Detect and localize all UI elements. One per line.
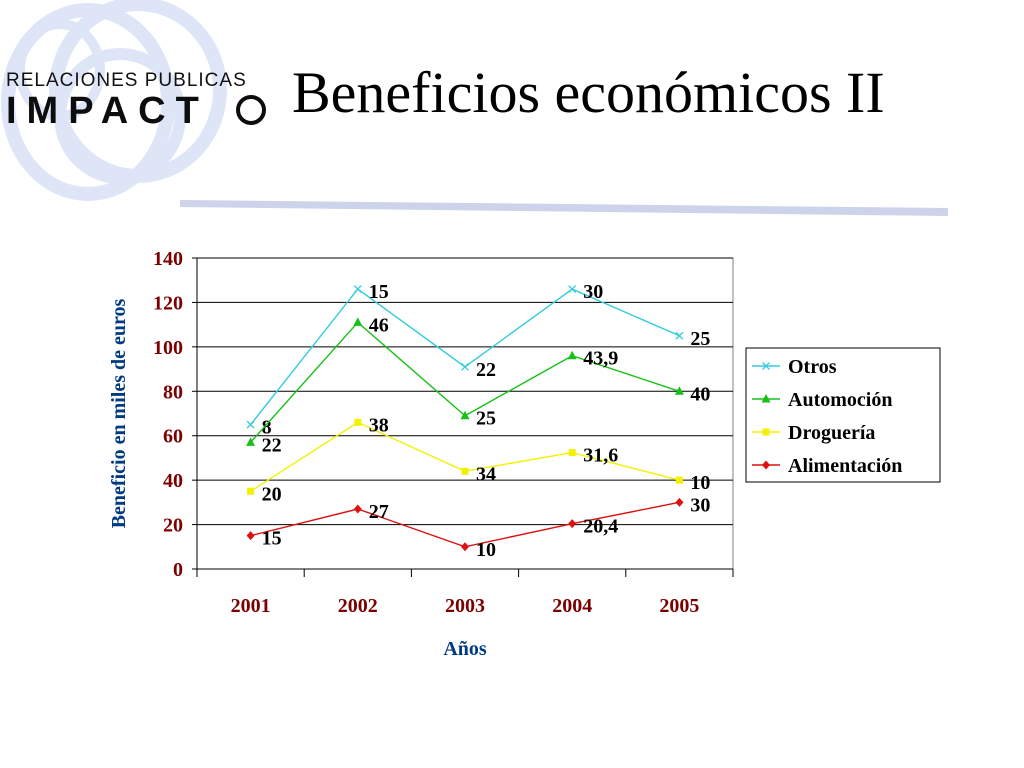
data-point <box>675 497 684 507</box>
data-point <box>461 467 469 475</box>
data-label: 27 <box>369 501 389 523</box>
y-tick-label: 40 <box>163 470 183 492</box>
data-label: 25 <box>690 328 710 350</box>
data-point <box>353 317 363 326</box>
data-point <box>460 410 470 420</box>
legend-label: Otros <box>788 356 837 378</box>
y-tick-label: 0 <box>173 559 183 581</box>
y-axis-title: Beneficio en miles de euros <box>108 298 130 528</box>
brand-name-top: RELACIONES PUBLICAS <box>6 70 247 91</box>
legend-label: Alimentación <box>788 455 902 477</box>
data-label: 25 <box>476 408 496 430</box>
y-tick-label: 20 <box>163 515 183 537</box>
data-label: 10 <box>476 539 496 561</box>
x-tick-label: 2002 <box>338 595 378 617</box>
data-point <box>568 519 577 529</box>
data-label: 30 <box>583 281 603 303</box>
x-axis-title: Años <box>443 638 487 660</box>
legend-marker <box>762 428 770 436</box>
legend-label: Droguería <box>788 422 875 444</box>
logo-rings <box>1 0 227 201</box>
data-label: 10 <box>690 472 710 494</box>
data-point <box>354 418 362 426</box>
data-label: 30 <box>690 494 710 516</box>
legend-marker <box>762 460 770 470</box>
data-point <box>353 285 362 294</box>
data-label: 8 <box>262 417 272 439</box>
data-label: 46 <box>369 314 389 336</box>
data-point <box>461 542 469 552</box>
y-tick-label: 120 <box>153 292 183 314</box>
data-label: 38 <box>369 414 389 436</box>
data-label: 22 <box>262 434 282 456</box>
x-tick-label: 2004 <box>552 595 592 617</box>
data-point <box>246 531 255 541</box>
data-label: 20,4 <box>583 516 618 538</box>
x-tick-label: 2001 <box>231 595 271 617</box>
data-point <box>246 437 256 446</box>
data-label: 15 <box>369 281 389 303</box>
legend-label: Automoción <box>788 389 892 411</box>
data-point <box>568 285 577 294</box>
legend-marker <box>761 394 771 403</box>
data-label: 20 <box>262 483 282 505</box>
title-underline <box>180 200 948 216</box>
data-point <box>461 362 469 371</box>
y-tick-label: 140 <box>153 248 183 270</box>
data-label: 15 <box>262 528 282 550</box>
legend-box <box>745 347 941 483</box>
legend-marker <box>762 362 770 370</box>
data-label: 31,6 <box>583 445 618 467</box>
data-label: 22 <box>476 359 496 381</box>
data-point <box>353 504 362 514</box>
data-point <box>568 449 576 457</box>
data-point <box>246 420 255 429</box>
data-point <box>674 386 684 395</box>
y-tick-label: 60 <box>163 426 183 448</box>
data-point <box>675 476 683 484</box>
data-label: 40 <box>690 383 710 405</box>
y-tick-label: 100 <box>153 337 183 359</box>
data-point <box>675 331 684 340</box>
x-tick-label: 2003 <box>445 595 485 617</box>
x-tick-label: 2005 <box>659 595 699 617</box>
page-title: Beneficios económicos II <box>292 60 885 125</box>
data-label: 43,9 <box>583 348 618 370</box>
data-label: 34 <box>476 463 496 485</box>
brand-name-main: IMPACT <box>6 90 209 132</box>
brand-logo-o <box>236 95 266 125</box>
y-tick-label: 80 <box>163 381 183 403</box>
data-point <box>567 350 577 360</box>
data-point <box>247 487 255 495</box>
